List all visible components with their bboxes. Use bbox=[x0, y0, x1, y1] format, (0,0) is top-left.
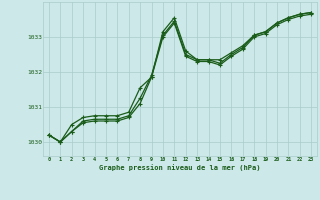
X-axis label: Graphe pression niveau de la mer (hPa): Graphe pression niveau de la mer (hPa) bbox=[99, 164, 261, 171]
